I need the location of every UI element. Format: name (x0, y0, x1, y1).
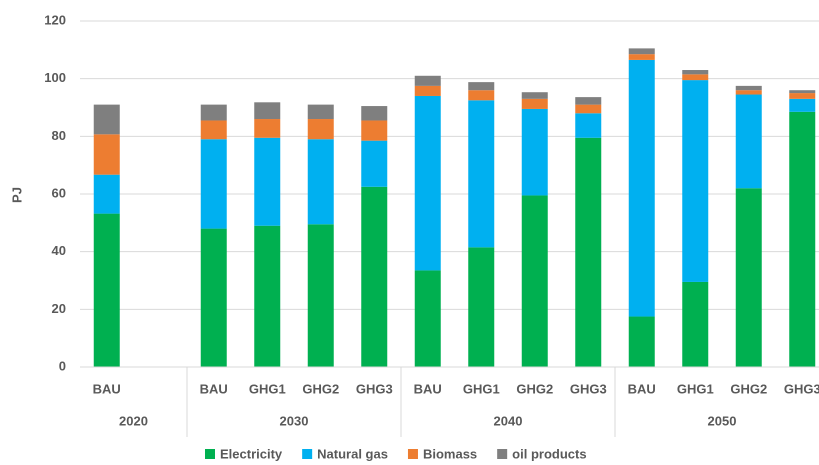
bar-segment (682, 281, 709, 367)
bar-segment (682, 74, 709, 81)
x-tick-label: BAU (93, 381, 121, 396)
bar-segment (521, 98, 548, 109)
legend-swatch (302, 449, 313, 459)
bar-segment (521, 195, 548, 367)
bar-segment (307, 139, 334, 225)
legend-label: Natural gas (317, 446, 388, 461)
bar-segment (789, 93, 816, 99)
bar-segment (521, 92, 548, 99)
group-label: 2050 (708, 413, 737, 428)
bar-segment (735, 94, 762, 189)
x-tick-label: GHG2 (730, 381, 767, 396)
bar-segment (521, 108, 548, 196)
bar-segment (628, 59, 655, 317)
group-label: 2020 (119, 413, 148, 428)
bar-segment (628, 316, 655, 367)
bar-segment (361, 140, 388, 187)
bar-segment (254, 102, 281, 120)
bar-segment (575, 113, 602, 138)
bar-segment (735, 85, 762, 91)
x-tick-label: GHG1 (463, 381, 500, 396)
y-tick-label: 60 (52, 185, 66, 200)
x-tick-label: GHG3 (784, 381, 819, 396)
bar-segment (575, 97, 602, 105)
x-tick-label: GHG1 (249, 381, 286, 396)
y-tick-label: 100 (44, 70, 66, 85)
legend-label: oil products (512, 446, 586, 461)
x-tick-label: BAU (628, 381, 656, 396)
bar-segment (735, 90, 762, 95)
y-axis-label: PJ (9, 187, 24, 203)
x-tick-label: GHG1 (677, 381, 714, 396)
bar-segment (361, 186, 388, 367)
bar-segment (361, 106, 388, 121)
y-tick-label: 0 (59, 358, 66, 373)
bar-segment (93, 174, 120, 214)
bar-segment (200, 228, 227, 367)
bar-segment (414, 75, 441, 86)
bar-segment (254, 225, 281, 367)
x-tick-label: GHG3 (356, 381, 393, 396)
bar-segment (93, 213, 120, 367)
legend-swatch (205, 449, 215, 459)
bar-segment (789, 98, 816, 112)
bar-segment (200, 120, 227, 140)
bar-segment (200, 139, 227, 229)
y-tick-label: 40 (52, 243, 66, 258)
bar-segment (414, 85, 441, 96)
y-tick-label: 120 (44, 12, 66, 27)
bar-segment (468, 247, 495, 367)
bar-segment (93, 104, 120, 135)
bar-segment (468, 90, 495, 101)
bar-segment (414, 95, 441, 271)
group-label: 2040 (494, 413, 523, 428)
bar-segment (628, 48, 655, 55)
bar-segment (789, 90, 816, 94)
bar-segment (307, 224, 334, 367)
x-tick-label: BAU (414, 381, 442, 396)
bar-segment (789, 111, 816, 367)
legend-label: Electricity (220, 446, 283, 461)
x-tick-label: GHG2 (516, 381, 553, 396)
legend-label: Biomass (423, 446, 477, 461)
bar-segment (254, 137, 281, 226)
bar-segment (361, 120, 388, 141)
group-label: 2030 (280, 413, 309, 428)
y-tick-label: 20 (52, 301, 66, 316)
bar-segment (575, 137, 602, 367)
bar-segment (307, 104, 334, 120)
bar-segment (468, 82, 495, 91)
bar-segment (468, 100, 495, 248)
legend-swatch (497, 449, 508, 459)
bar-segment (307, 119, 334, 140)
legend-swatch (407, 449, 418, 459)
bar-segment (735, 188, 762, 367)
bar-segment (628, 54, 655, 60)
bar-segment (575, 104, 602, 114)
bar-segment (414, 270, 441, 367)
x-tick-label: BAU (200, 381, 228, 396)
bar-segment (682, 70, 709, 75)
bar-segment (682, 80, 709, 282)
x-tick-label: GHG3 (570, 381, 607, 396)
bar-segment (93, 134, 120, 175)
bar-segment (200, 104, 227, 121)
bar-segment (254, 119, 281, 138)
x-tick-label: GHG2 (302, 381, 339, 396)
y-tick-label: 80 (52, 128, 66, 143)
